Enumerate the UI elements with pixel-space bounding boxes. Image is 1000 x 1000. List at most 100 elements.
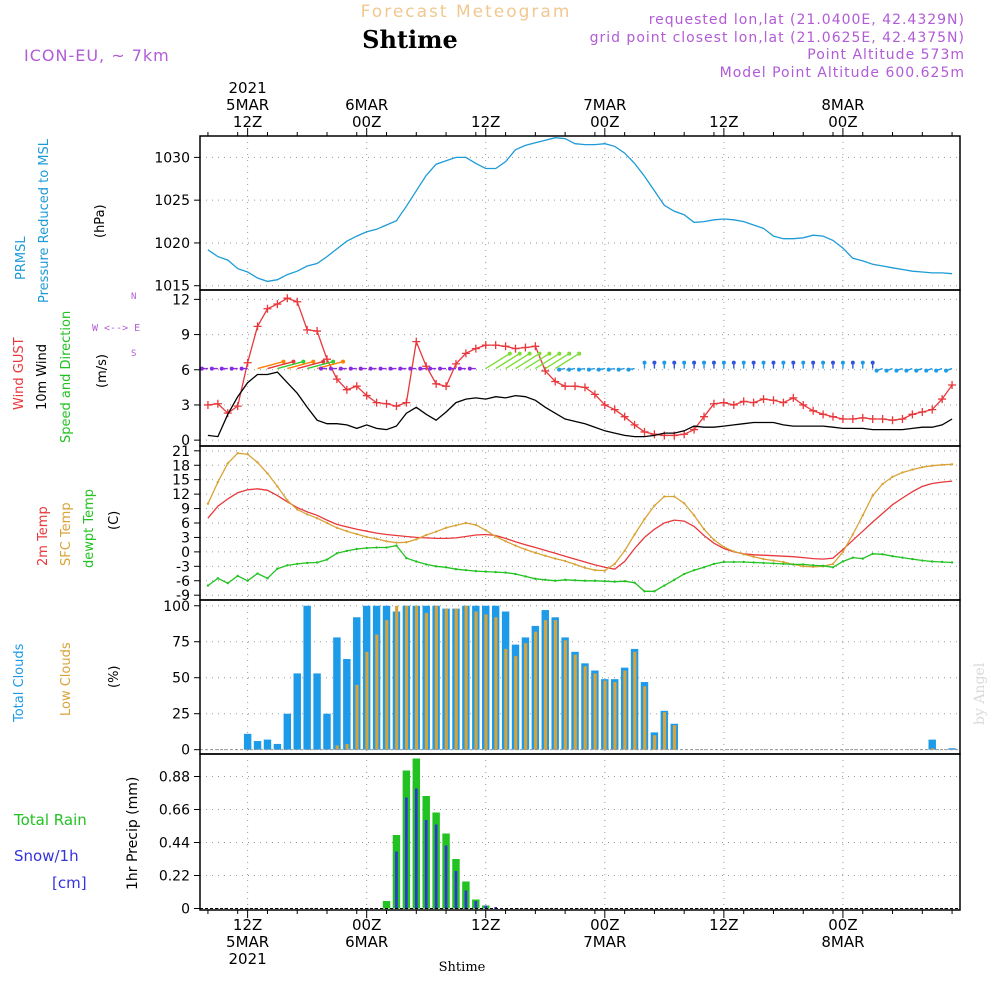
gust-marker xyxy=(551,377,560,386)
series-point xyxy=(226,581,229,585)
bar-total-clouds xyxy=(948,748,956,750)
bar-snow xyxy=(454,871,458,909)
gust-marker xyxy=(451,359,460,368)
wind-arrow-head xyxy=(467,366,472,371)
series-point xyxy=(702,528,706,531)
gust-marker xyxy=(233,402,242,411)
gust-marker xyxy=(332,375,341,384)
bottom-axis-label: 12Z xyxy=(233,916,262,934)
series-point xyxy=(365,535,368,539)
wind-arrow-head xyxy=(870,360,875,365)
gust-marker xyxy=(511,344,520,353)
top-axis-label: 00Z xyxy=(828,113,857,131)
series-point xyxy=(643,517,646,521)
gust-marker xyxy=(848,415,857,424)
wind-arrow-head xyxy=(702,360,707,365)
wind-arrow-head xyxy=(721,360,726,365)
gust-marker xyxy=(938,395,947,404)
bar-total-clouds xyxy=(353,617,361,750)
series-point xyxy=(881,482,884,486)
series-point xyxy=(682,572,686,576)
bar-low-clouds xyxy=(534,631,538,750)
bar-low-clouds xyxy=(563,640,567,750)
gust-marker xyxy=(392,402,401,411)
wind-arrow xyxy=(257,360,284,370)
wind-arrow-head xyxy=(348,366,353,371)
series-point xyxy=(563,578,567,581)
wind-arrow-head xyxy=(791,360,796,365)
series-point xyxy=(663,584,666,587)
series-point xyxy=(236,574,239,578)
wind-arrow-head xyxy=(219,366,224,371)
series-point xyxy=(266,577,269,580)
wind-arrow-head xyxy=(652,360,657,365)
bar-snow xyxy=(464,890,468,909)
gust-marker xyxy=(769,396,778,405)
wind-arrow-head xyxy=(557,351,562,356)
series-point xyxy=(286,499,289,502)
wind-arrow-head xyxy=(741,360,746,365)
wind-arrow-head xyxy=(378,366,383,371)
series-point xyxy=(236,452,239,455)
y-tick-label: 6 xyxy=(181,516,190,532)
gust-marker xyxy=(610,405,619,414)
wind-arrow xyxy=(277,360,304,370)
bar-low-clouds xyxy=(623,670,627,750)
series-point xyxy=(732,550,735,553)
bar-low-clouds xyxy=(593,673,597,750)
series-point xyxy=(851,556,855,559)
series-point xyxy=(692,568,696,572)
gust-marker xyxy=(838,415,847,424)
gust-marker xyxy=(829,412,838,421)
top-axis-label: 00Z xyxy=(590,113,619,131)
series-10m-wind xyxy=(207,371,953,438)
gust-marker xyxy=(571,382,580,391)
series-point xyxy=(881,553,884,556)
gust-marker xyxy=(203,400,212,409)
precip-labels: Total Rain Snow/1h [cm] 1hr Precip (mm) xyxy=(13,777,141,892)
gust-marker xyxy=(303,325,312,334)
label-prmsl: PRMSL xyxy=(14,236,29,280)
wind-arrow xyxy=(554,352,580,370)
bar-low-clouds xyxy=(375,634,379,750)
pressure-labels: PRMSL Pressure Reduced to MSL (hPa) xyxy=(14,138,108,303)
compass-south: S xyxy=(131,349,136,359)
bar-low-clouds xyxy=(444,608,448,750)
wind-arrow xyxy=(525,352,550,370)
wind-arrow-head xyxy=(331,359,336,364)
series-dewpt-temp xyxy=(207,544,953,592)
gust-marker xyxy=(243,358,252,367)
gust-marker xyxy=(253,322,262,331)
bottom-axis-label: 00Z xyxy=(828,916,857,934)
bar-total-clouds xyxy=(343,659,351,750)
panel-precip: 0 0.22 0.44 0.66 0.88 xyxy=(159,753,961,918)
label-low-clouds: Low Clouds xyxy=(59,642,74,716)
series-point xyxy=(950,561,954,564)
label-total-rain: Total Rain xyxy=(13,811,87,829)
gust-marker xyxy=(481,341,490,350)
y-tick-label: 15 xyxy=(172,473,190,489)
bar-snow xyxy=(405,797,408,909)
series-point xyxy=(792,563,795,566)
gust-marker xyxy=(352,382,361,391)
gridpoint-lonlat: grid point closest lon,lat (21.0625E, 42… xyxy=(590,30,965,46)
wind-arrow-head xyxy=(527,351,532,356)
bar-snow xyxy=(474,901,478,909)
bar-low-clouds xyxy=(395,605,399,750)
series-point xyxy=(682,502,686,505)
series-point xyxy=(474,523,478,527)
label-ms: (m/s) xyxy=(95,354,110,388)
series-point xyxy=(206,502,210,505)
wind-arrow-head xyxy=(586,367,591,372)
wind-arrow-head xyxy=(239,366,244,371)
wind-arrow-head xyxy=(447,366,452,371)
series-point xyxy=(276,485,279,488)
wind-labels: Wind GUST 10m Wind Speed and Direction (… xyxy=(12,292,140,443)
wind-arrow-head xyxy=(567,351,572,356)
wind-arrow-head xyxy=(672,360,677,365)
series-point xyxy=(405,541,408,544)
label-10m-wind: 10m Wind xyxy=(35,344,50,410)
series-point xyxy=(206,584,210,587)
series-point xyxy=(752,561,755,564)
